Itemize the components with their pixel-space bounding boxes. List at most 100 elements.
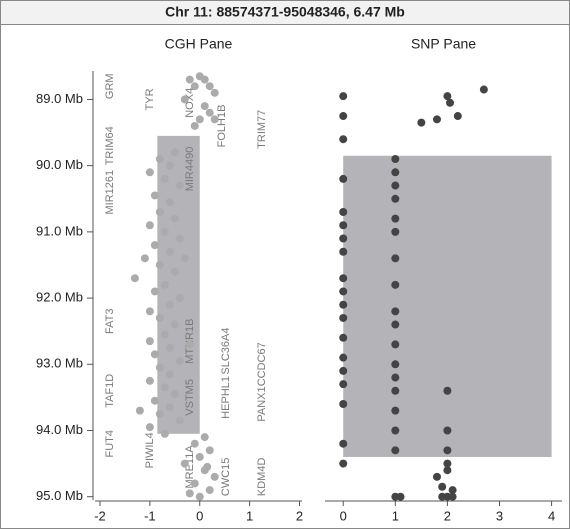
data-point — [391, 307, 400, 316]
data-point — [391, 406, 400, 415]
data-point — [339, 380, 348, 389]
data-point — [391, 373, 400, 382]
gene-label: PIWIL4 — [144, 432, 156, 468]
data-point — [200, 75, 209, 84]
data-point — [150, 350, 159, 359]
data-point — [339, 247, 348, 256]
gene-label: HEPHL1 — [220, 376, 232, 419]
data-point — [170, 214, 179, 223]
data-point — [339, 353, 348, 362]
data-point — [339, 287, 348, 296]
data-point — [160, 174, 169, 183]
x-tick-label: 2 — [296, 508, 303, 523]
data-point — [391, 340, 400, 349]
data-point — [446, 98, 455, 107]
data-point — [145, 307, 154, 316]
data-point — [391, 181, 400, 190]
gene-label: TAF1D — [104, 374, 116, 408]
data-point — [155, 208, 164, 217]
data-point — [339, 112, 348, 121]
data-point — [195, 492, 204, 501]
data-point — [140, 254, 149, 263]
data-point — [190, 479, 199, 488]
data-point — [210, 115, 219, 124]
data-point — [175, 234, 184, 243]
data-point — [175, 181, 184, 190]
gene-label: SLC36A4 — [220, 327, 232, 374]
data-point — [150, 191, 159, 200]
data-point — [391, 446, 400, 455]
data-point — [185, 340, 194, 349]
data-point — [185, 75, 194, 84]
data-point — [175, 356, 184, 365]
data-point — [145, 423, 154, 432]
data-point — [448, 486, 457, 495]
data-point — [160, 280, 169, 289]
data-point — [160, 383, 169, 392]
x-tick-label: 0 — [340, 508, 347, 523]
data-point — [175, 416, 184, 425]
data-point — [432, 115, 441, 124]
x-tick-label: 1 — [246, 508, 253, 523]
gene-label: CWC15 — [220, 458, 232, 497]
gene-label: GRM — [104, 73, 116, 99]
data-point — [339, 221, 348, 230]
data-point — [391, 214, 400, 223]
data-point — [165, 161, 174, 170]
data-point — [205, 486, 214, 495]
data-point — [339, 274, 348, 283]
x-tick-label: 4 — [548, 508, 555, 523]
data-point — [339, 300, 348, 309]
data-point — [145, 221, 154, 230]
gene-label: KDM4D — [256, 458, 268, 497]
data-point — [145, 168, 154, 177]
data-point — [417, 118, 426, 127]
data-point — [438, 492, 447, 501]
data-point — [443, 92, 452, 101]
data-point — [205, 108, 214, 117]
data-point — [391, 227, 400, 236]
data-point — [339, 366, 348, 375]
title: Chr 11: 88574371-95048346, 6.47 Mb — [165, 4, 405, 20]
data-point — [391, 254, 400, 263]
y-tick-label: 89.0 Mb — [36, 91, 83, 106]
gene-label: MRE11A — [184, 445, 196, 489]
data-point — [165, 343, 174, 352]
x-tick-label: -1 — [144, 508, 156, 523]
data-point — [339, 400, 348, 409]
data-point — [165, 198, 174, 207]
gene-label: MIR4490 — [184, 147, 196, 192]
data-point — [443, 426, 452, 435]
data-point — [130, 274, 139, 283]
data-point — [339, 135, 348, 144]
y-tick-label: 92.0 Mb — [36, 290, 83, 305]
pane-title: CGH Pane — [165, 36, 233, 52]
data-point — [165, 370, 174, 379]
data-point — [185, 489, 194, 498]
title-bar — [0, 0, 570, 25]
data-point — [175, 294, 184, 303]
data-point — [210, 88, 219, 97]
data-point — [200, 102, 209, 111]
data-point — [391, 360, 400, 369]
data-point — [155, 363, 164, 372]
data-point — [391, 155, 400, 164]
data-point — [135, 406, 144, 415]
data-point — [180, 95, 189, 104]
data-point — [190, 439, 199, 448]
data-point — [170, 148, 179, 157]
data-point — [180, 459, 189, 468]
data-point — [203, 462, 212, 471]
data-point — [479, 85, 488, 94]
data-point — [443, 386, 452, 395]
data-point — [155, 155, 164, 164]
pane-title: SNP Pane — [411, 36, 476, 52]
y-tick-label: 91.0 Mb — [36, 223, 83, 238]
gene-label: MIR1261 — [104, 170, 116, 215]
data-point — [180, 254, 189, 263]
gene-label: TRIM77 — [256, 110, 268, 149]
data-point — [200, 433, 209, 442]
data-point — [339, 234, 348, 243]
data-point — [443, 466, 452, 475]
data-point — [155, 409, 164, 418]
